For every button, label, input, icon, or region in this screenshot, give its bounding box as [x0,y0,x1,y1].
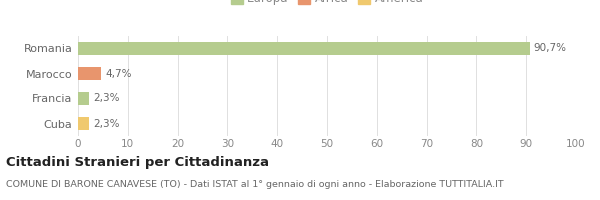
Text: 2,3%: 2,3% [94,94,120,104]
Text: Cittadini Stranieri per Cittadinanza: Cittadini Stranieri per Cittadinanza [6,156,269,169]
Bar [78,42,530,55]
Text: 90,7%: 90,7% [533,44,566,53]
Bar [78,67,101,80]
Text: COMUNE DI BARONE CANAVESE (TO) - Dati ISTAT al 1° gennaio di ogni anno - Elabora: COMUNE DI BARONE CANAVESE (TO) - Dati IS… [6,180,503,189]
Text: 2,3%: 2,3% [94,118,120,129]
Text: 4,7%: 4,7% [106,68,132,78]
Bar [78,92,89,105]
Bar [78,117,89,130]
Legend: Europa, Africa, America: Europa, Africa, America [229,0,425,8]
